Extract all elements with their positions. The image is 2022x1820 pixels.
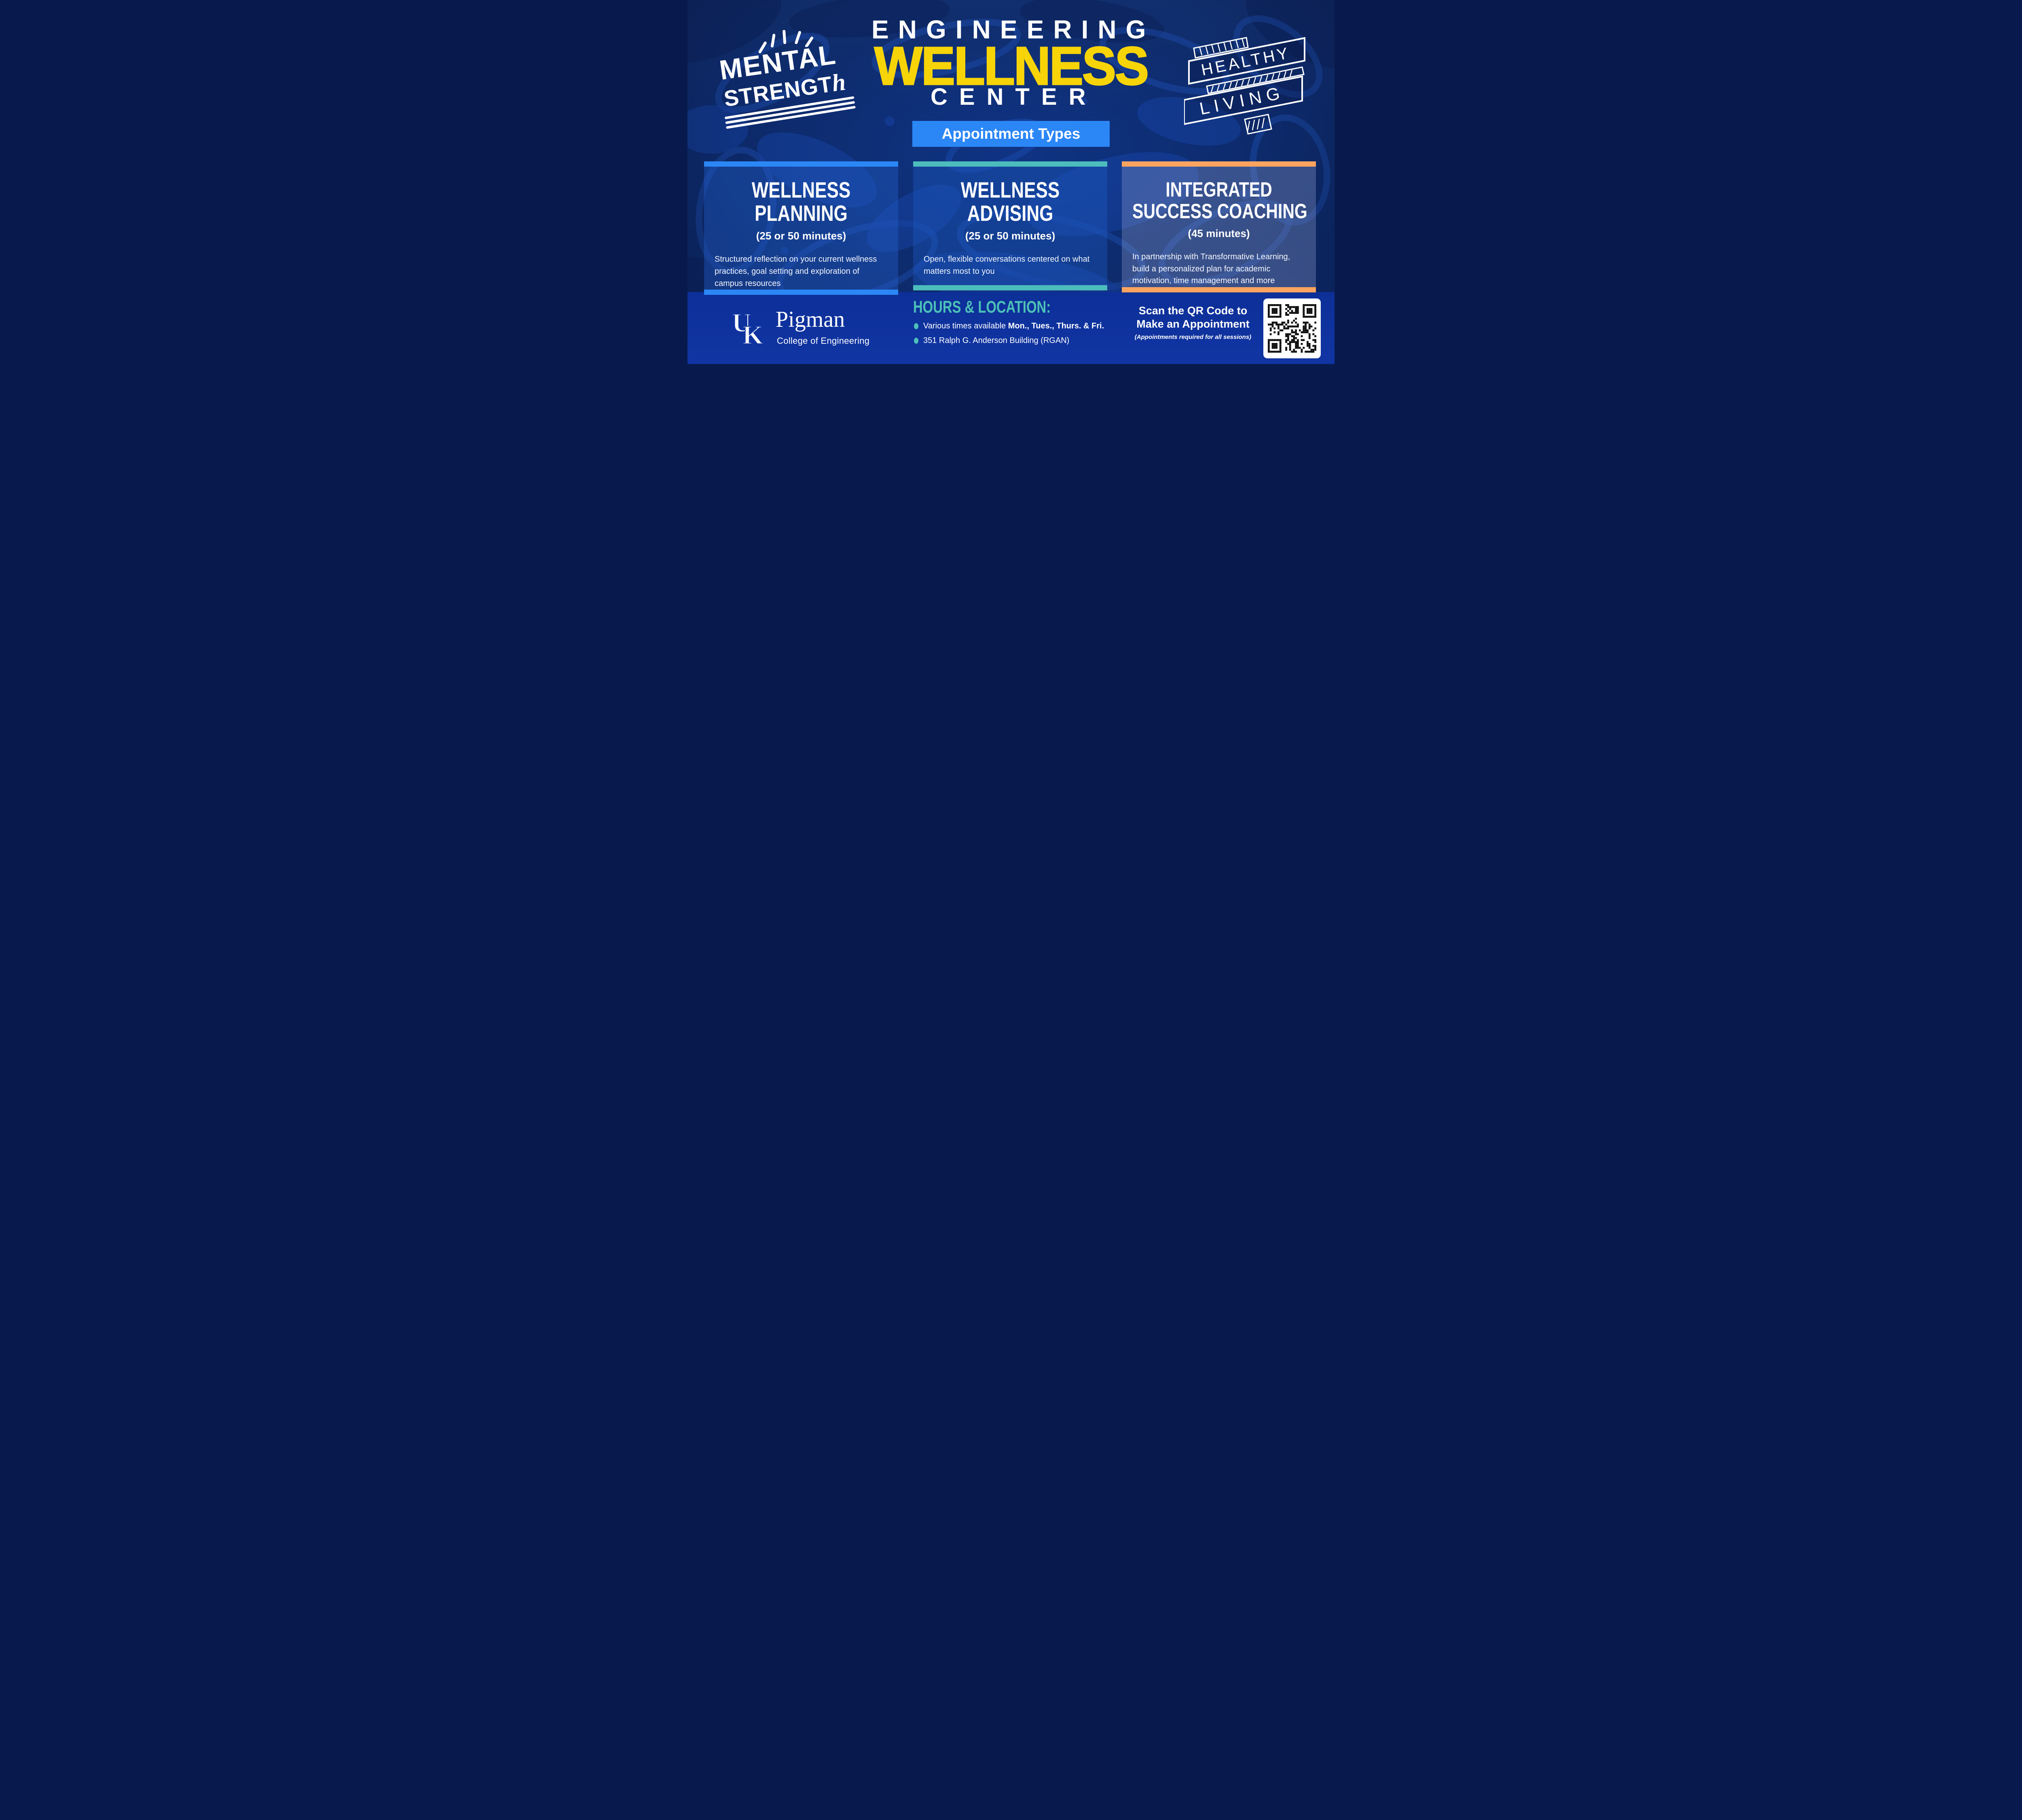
wellness-poster: ENGINEERING WELLNESS CENTER MENTAL STREN…	[687, 0, 1335, 364]
qr-caption-line2: Make an Appointment	[1136, 317, 1250, 330]
title-line-wellness: WELLNESS	[874, 35, 1149, 97]
background-glow	[687, 0, 1335, 294]
background-vignette	[687, 0, 1335, 294]
card-accent-top	[1122, 161, 1316, 167]
card-duration: (45 minutes)	[1188, 227, 1250, 240]
title-line-engineering: ENGINEERING	[871, 15, 1155, 44]
wellness-planning-card: WELLNESS PLANNING (25 or 50 minutes) Str…	[704, 161, 898, 295]
card-title: WELLNESS PLANNING	[751, 178, 851, 226]
mental-strength-doodle: MENTAL STRENGTh	[702, 20, 857, 131]
card-duration: (25 or 50 minutes)	[756, 230, 846, 242]
card-description: Open, flexible conversations centered on…	[924, 255, 1090, 276]
card-accent-top	[704, 161, 898, 167]
wellness-advising-card: WELLNESS ADVISING (25 or 50 minutes) Ope…	[913, 161, 1107, 290]
appointment-types-badge: Appointment Types	[912, 121, 1110, 147]
footer-band	[687, 292, 1335, 364]
ribbon-icon	[1184, 37, 1305, 135]
hours-location-section: HOURS & LOCATION: Various times availabl…	[913, 298, 1115, 345]
card-description: Structured reflection on your current we…	[715, 255, 877, 288]
underline-icon	[725, 96, 856, 129]
healthy-living-banner: HEALTHY LIVING	[1184, 37, 1305, 135]
qr-caption-line1: Scan the QR Code to	[1138, 305, 1248, 317]
card-accent-bottom	[913, 285, 1107, 290]
card-title: WELLNESS ADVISING	[960, 178, 1060, 226]
hours-item: Various times available Mon., Tues., Thu…	[913, 322, 1115, 331]
background-blob-pattern	[687, 0, 1335, 294]
college-label: College of Engineering	[777, 336, 870, 346]
qr-code	[1263, 298, 1321, 358]
hours-heading: HOURS & LOCATION:	[913, 298, 1051, 317]
card-accent-bottom	[1122, 287, 1316, 292]
title-line-center: CENTER	[931, 84, 1098, 110]
integrated-success-coaching-card: INTEGRATED SUCCESS COACHING (45 minutes)…	[1122, 161, 1316, 292]
pigman-wordmark: Pigman	[776, 307, 845, 332]
qr-caption: Scan the QR Code to Make an Appointment …	[1129, 304, 1257, 341]
rays-icon	[758, 30, 814, 53]
card-description: In partnership with Transformative Learn…	[1132, 252, 1290, 286]
qr-note: (Appointments required for all sessions)	[1134, 333, 1252, 341]
card-duration: (25 or 50 minutes)	[965, 230, 1055, 242]
uk-logo: U K	[732, 308, 764, 350]
bullet-icon	[914, 338, 918, 344]
card-accent-bottom	[704, 290, 898, 295]
card-title: INTEGRATED SUCCESS COACHING	[1132, 178, 1307, 223]
appointment-types-label: Appointment Types	[941, 125, 1081, 142]
bullet-icon	[914, 323, 918, 329]
card-accent-top	[913, 161, 1107, 167]
hours-item: 351 Ralph G. Anderson Building (RGAN)	[913, 336, 1115, 345]
hours-list: Various times available Mon., Tues., Thu…	[913, 322, 1115, 345]
